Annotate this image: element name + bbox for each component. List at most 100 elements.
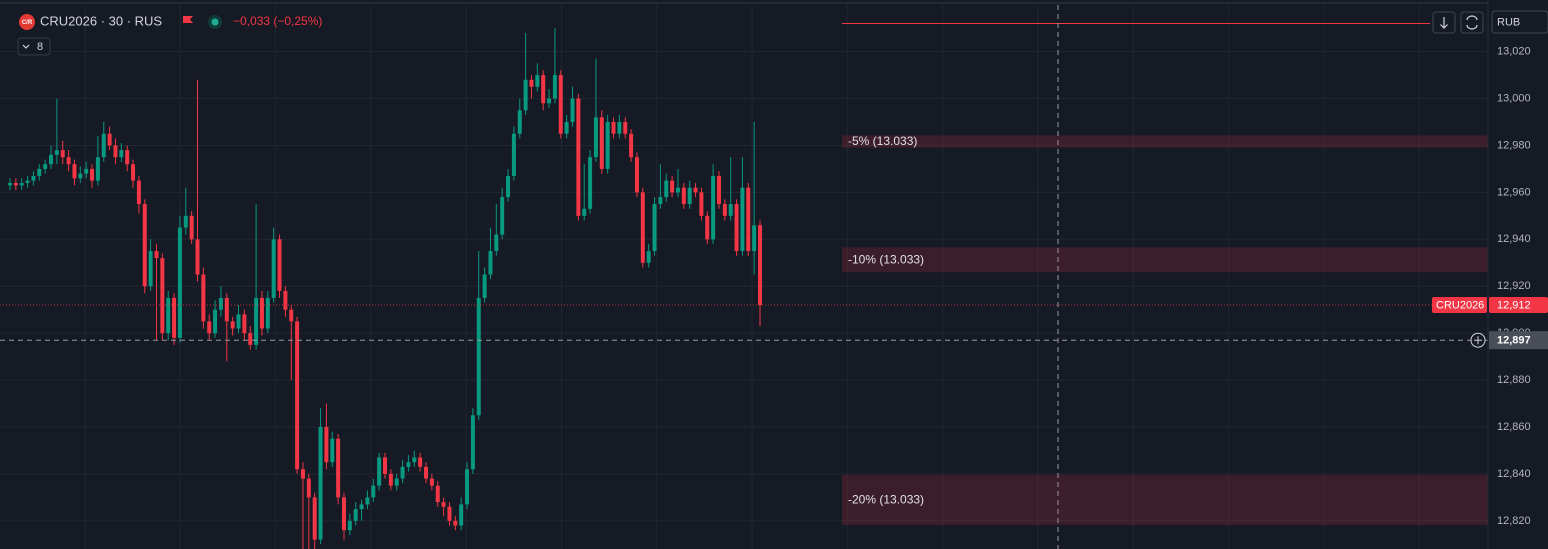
candle-body [506, 175, 511, 198]
candle-body [189, 215, 194, 240]
candle-body [25, 180, 30, 183]
last-price-name-tag [1432, 297, 1487, 313]
y-tick-label: 12,880 [1497, 374, 1531, 386]
zones: -5% (13.033) -10% (13.033) -20% (13.033) [842, 22, 1488, 525]
y-tick-label: 12,980 [1497, 139, 1531, 151]
candle-body [447, 506, 452, 521]
change-label: −0,033 (−0,25%) [233, 14, 322, 28]
candle-body [54, 150, 59, 155]
reset-button[interactable] [1460, 11, 1484, 34]
candle-body [664, 180, 669, 198]
currency-box[interactable] [1491, 10, 1548, 34]
candle-body [564, 122, 569, 134]
candle-body [435, 485, 440, 503]
reset-icon [1466, 15, 1478, 30]
logo [19, 14, 35, 30]
candle-body [523, 79, 528, 111]
candle-body [459, 504, 464, 526]
candle-body [383, 457, 387, 474]
candle-body [125, 150, 130, 165]
candle-body [312, 497, 317, 540]
candle-body [359, 504, 364, 510]
status-dot [211, 18, 219, 26]
candle-body [213, 309, 218, 334]
candle-body [552, 75, 557, 99]
candle-body [588, 157, 593, 209]
candle-body [306, 478, 311, 498]
candle-body [265, 297, 270, 329]
candle-body [218, 297, 223, 310]
candle-body [722, 204, 727, 216]
candle-body [558, 75, 563, 134]
down-arrow-icon [1440, 17, 1448, 29]
crosshair-label: 12,897 [1497, 335, 1531, 347]
candle-body [400, 466, 405, 479]
candle-body [511, 133, 516, 176]
chevron [22, 44, 30, 49]
candle-body [336, 438, 341, 498]
candle-body [465, 469, 470, 505]
candle-body [295, 321, 300, 470]
candle-body [341, 497, 346, 531]
candle-body [640, 192, 645, 263]
candle-body [207, 321, 212, 334]
candle-body [500, 197, 505, 235]
indicator-count: 8 [37, 41, 43, 53]
zone [842, 135, 1488, 148]
candle-body [412, 457, 417, 463]
candle-body [43, 164, 48, 169]
indicator-toggle[interactable] [17, 37, 51, 56]
y-tick-label: 12,920 [1497, 280, 1531, 292]
candle-body [289, 309, 294, 322]
candle-body [623, 122, 628, 134]
candle-body [634, 157, 639, 193]
candle-body [66, 157, 71, 165]
candle-body [675, 187, 680, 193]
candle-body [195, 239, 200, 275]
y-tick-label: 13,020 [1497, 46, 1531, 58]
candle-body [95, 157, 100, 181]
plus-icon [1474, 336, 1482, 345]
candle-body [547, 98, 552, 104]
zone-label: -5% (13.033) [848, 134, 917, 148]
candle-body [113, 145, 118, 158]
candle-body [13, 183, 18, 186]
candle-body [740, 187, 745, 252]
crosshair-tag [1489, 331, 1548, 350]
last-price-label: 12,912 [1497, 299, 1531, 311]
candle-body [136, 180, 141, 205]
candle-body [576, 98, 581, 216]
candle-body [107, 133, 112, 146]
logo-text: C/R [22, 20, 33, 26]
y-tick-label: 12,940 [1497, 233, 1531, 245]
candle-body [254, 297, 259, 345]
candle-body [271, 239, 276, 298]
candle-body [758, 225, 762, 305]
candle-body [101, 133, 106, 158]
candle-body [248, 333, 253, 345]
candle-body [418, 457, 423, 467]
y-tick-label: 13,000 [1497, 92, 1531, 104]
currency: RUB [1497, 16, 1520, 28]
candle-body [728, 204, 733, 216]
zone [842, 247, 1488, 273]
zone-label: -10% (13.033) [848, 252, 924, 266]
candle-body [172, 297, 177, 338]
candle-body [593, 117, 598, 158]
candle-body [388, 473, 393, 486]
candle-body [529, 79, 534, 87]
symbol-title: CRU2026 · 30 · RUS [40, 13, 162, 28]
candle-body [734, 204, 739, 252]
candle-body [517, 110, 522, 134]
zone [842, 474, 1488, 525]
candle-body [605, 122, 610, 169]
candle-body [318, 427, 323, 540]
candle-body [347, 520, 352, 531]
candle-body [681, 187, 686, 205]
candle-body [283, 290, 288, 310]
candle-body [716, 175, 721, 205]
candle-body [84, 168, 89, 174]
